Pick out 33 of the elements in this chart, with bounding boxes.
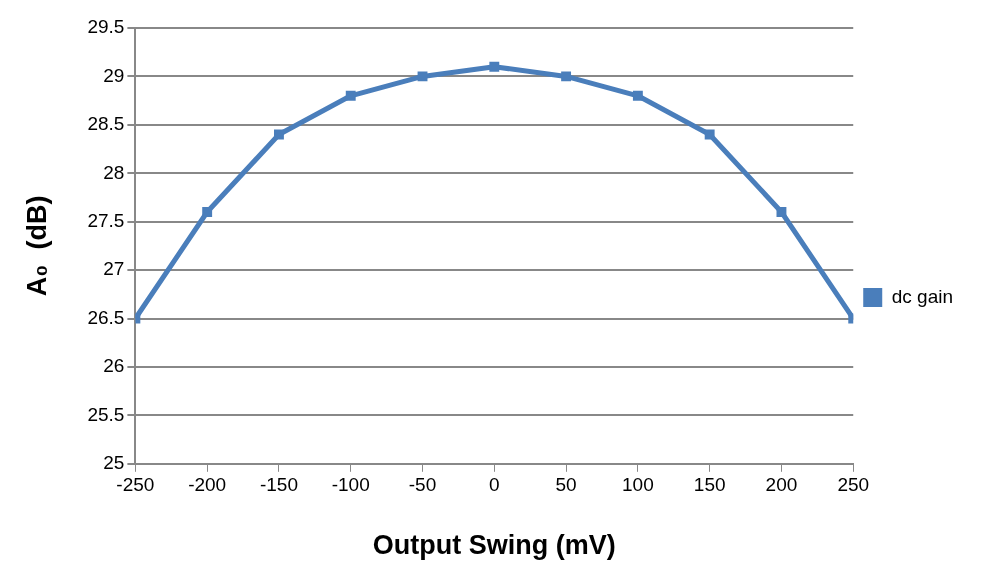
y-tick-label: 26.5 (87, 306, 125, 328)
x-tick-label: -250 (116, 474, 155, 496)
point (345, 90, 356, 101)
point (417, 71, 428, 82)
y-tick-label: 25 (103, 452, 125, 474)
y-tick-label: 25.5 (87, 403, 125, 425)
point (274, 129, 284, 140)
x-tick-label: -50 (408, 474, 437, 496)
x-tick-label: 0 (489, 474, 500, 496)
point (632, 90, 643, 101)
y-tick-label: 29.5 (87, 16, 125, 38)
y-tick-label: 27.5 (87, 209, 125, 231)
x-tick-label: -200 (188, 474, 227, 496)
y-tick-label: 26 (103, 355, 125, 377)
legend-label: dc gain (891, 285, 954, 307)
y-tick-label: 28.5 (87, 113, 125, 135)
y-tick-label: 28 (103, 161, 125, 183)
point (704, 129, 715, 140)
x-tick-label: 50 (555, 474, 577, 496)
x-tick-label: 250 (837, 474, 870, 496)
y-tick-label: 29 (103, 64, 125, 86)
x-tick-label: 150 (693, 474, 726, 496)
x-tick-label: -100 (331, 474, 370, 496)
x-axis-title: Output Swing (mV) (372, 530, 616, 561)
point (202, 207, 213, 217)
x-tick-label: 100 (622, 474, 654, 496)
point (561, 71, 572, 82)
y-tick-label: 27 (103, 258, 125, 280)
x-tick-label: 200 (765, 474, 798, 496)
point (776, 207, 787, 217)
x-tick-label: -150 (259, 474, 298, 496)
point (489, 61, 500, 72)
y-axis-title: A₀ (dB) (21, 195, 52, 297)
